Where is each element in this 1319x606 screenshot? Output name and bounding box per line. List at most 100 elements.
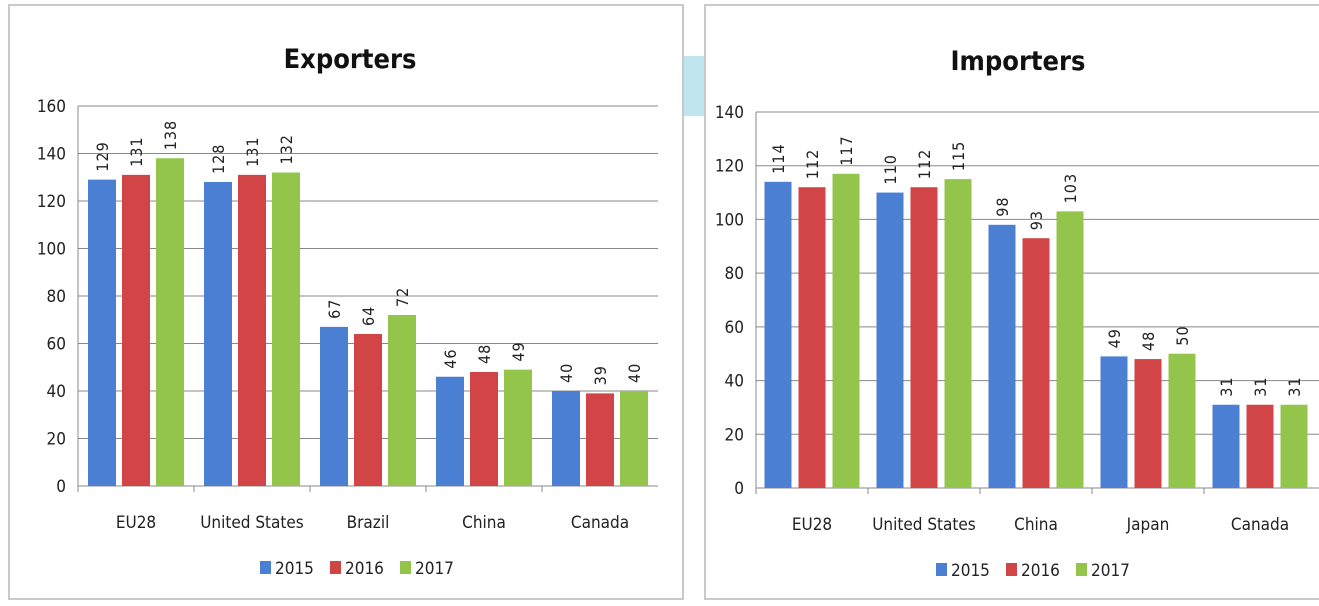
y-tick-label: 140: [715, 103, 744, 123]
y-tick-label: 120: [715, 157, 744, 177]
y-tick-label: 20: [47, 430, 66, 450]
data-label: 64: [359, 306, 378, 326]
bar-2016: [586, 393, 614, 486]
data-label: 138: [161, 120, 180, 150]
data-label: 128: [209, 144, 228, 174]
legend-swatch-2016: [1006, 563, 1017, 576]
y-tick-label: 40: [47, 382, 66, 402]
legend-swatch-2015: [260, 561, 271, 574]
legend-label: 2016: [1021, 561, 1060, 581]
legend-swatch-2016: [330, 561, 341, 574]
bar-2016: [354, 334, 382, 486]
legend-label: 2016: [345, 559, 384, 579]
data-label: 46: [441, 348, 460, 368]
y-tick-label: 0: [734, 479, 744, 499]
bar-2016: [1022, 238, 1050, 488]
importers-chart: Importers 0 20 40 60 80 100 120 140 114 112 117 EU28…: [715, 46, 1319, 581]
bar-2017: [1168, 353, 1196, 488]
bar-2015: [764, 181, 792, 489]
y-tick-label: 20: [725, 425, 744, 445]
data-label: 110: [881, 154, 900, 184]
bar-2017: [272, 172, 300, 486]
data-label: 131: [127, 136, 146, 166]
bar-2016: [910, 187, 938, 488]
bar-2017: [620, 391, 648, 486]
legend-swatch-2017: [400, 561, 411, 574]
data-label: 48: [475, 344, 494, 364]
data-label: 31: [1251, 376, 1270, 396]
exporters-chart-panel: Exporters 0 20 40 60 80 100 120 140 160 129 131 138 E…: [8, 4, 684, 600]
data-label: 39: [591, 365, 610, 385]
data-label: 50: [1173, 325, 1192, 345]
data-label: 31: [1285, 376, 1304, 396]
x-tick-label: China: [462, 513, 506, 533]
bar-2017: [944, 179, 972, 488]
data-label: 129: [93, 141, 112, 171]
bar-2017: [1280, 404, 1308, 488]
legend-label: 2015: [275, 559, 314, 579]
y-tick-label: 60: [725, 318, 744, 338]
legend-label: 2015: [951, 561, 990, 581]
data-label: 112: [803, 149, 822, 179]
bar-2015: [320, 326, 348, 486]
data-label: 48: [1139, 331, 1158, 351]
accent-tab: [684, 56, 706, 116]
y-tick-label: 80: [47, 287, 66, 307]
bar-2016: [798, 187, 826, 488]
x-tick-label: EU28: [116, 513, 156, 533]
bar-2015: [88, 179, 116, 486]
bar-2015: [204, 182, 232, 486]
chart-title: Importers: [951, 46, 1086, 77]
bar-2016: [238, 174, 266, 486]
bar-2015: [1100, 356, 1128, 488]
y-tick-label: 140: [37, 145, 66, 165]
x-tick-label: Canada: [1231, 515, 1289, 535]
data-label: 93: [1027, 210, 1046, 230]
data-label: 98: [993, 196, 1012, 216]
bar-2017: [832, 173, 860, 488]
x-tick-label: China: [1014, 515, 1058, 535]
x-tick-label: United States: [200, 513, 304, 533]
exporters-chart: Exporters 0 20 40 60 80 100 120 140 160 129 131 138 E…: [37, 44, 658, 579]
data-label: 132: [277, 134, 296, 164]
bar-2016: [1246, 404, 1274, 488]
y-tick-label: 120: [37, 192, 66, 212]
x-tick-label: Canada: [571, 513, 629, 533]
bar-2017: [504, 369, 532, 486]
legend-label: 2017: [415, 559, 454, 579]
bar-2016: [470, 372, 498, 486]
bar-2015: [988, 224, 1016, 489]
importers-chart-panel: Importers 0 20 40 60 80 100 120 140 114 112 117 EU28…: [704, 4, 1319, 600]
data-label: 40: [625, 363, 644, 383]
bar-2016: [122, 174, 150, 486]
data-label: 103: [1061, 173, 1080, 203]
data-label: 117: [837, 135, 856, 165]
data-label: 112: [915, 149, 934, 179]
data-label: 49: [509, 341, 528, 361]
legend-label: 2017: [1091, 561, 1130, 581]
x-tick-label: Japan: [1126, 515, 1170, 535]
y-tick-label: 160: [37, 97, 66, 117]
bar-2015: [1212, 404, 1240, 488]
bar-2016: [1134, 359, 1162, 488]
data-label: 114: [769, 143, 788, 173]
y-tick-label: 0: [56, 477, 66, 497]
bar-2015: [876, 192, 904, 489]
bar-2017: [156, 158, 184, 486]
data-label: 67: [325, 299, 344, 319]
data-label: 40: [557, 363, 576, 383]
data-label: 131: [243, 136, 262, 166]
x-tick-label: United States: [872, 515, 976, 535]
chart-title: Exporters: [284, 44, 417, 75]
bar-2017: [1056, 211, 1084, 488]
y-tick-label: 100: [37, 240, 66, 260]
data-label: 115: [949, 141, 968, 171]
y-tick-label: 40: [725, 372, 744, 392]
bar-2017: [388, 315, 416, 486]
data-label: 72: [393, 287, 412, 307]
y-tick-label: 60: [47, 335, 66, 355]
data-label: 31: [1217, 376, 1236, 396]
legend-swatch-2017: [1076, 563, 1087, 576]
legend-swatch-2015: [936, 563, 947, 576]
y-tick-label: 100: [715, 210, 744, 230]
